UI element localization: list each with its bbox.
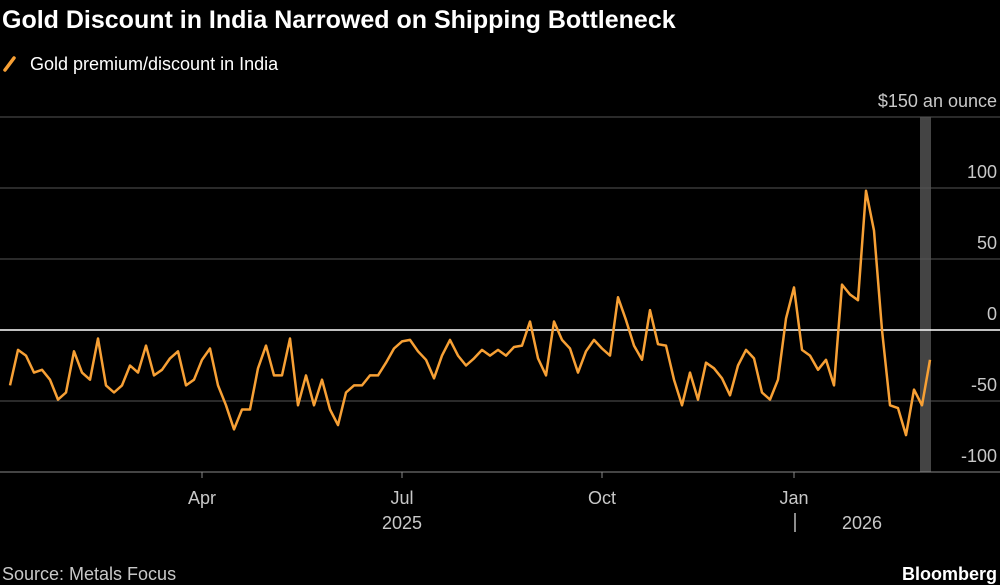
source: Source: Metals Focus: [2, 564, 176, 584]
y-tick-label: 0: [987, 304, 997, 324]
x-tick-label: Oct: [588, 488, 616, 508]
x-tick-label: Jan: [779, 488, 808, 508]
chart-title: Gold Discount in India Narrowed on Shipp…: [2, 6, 676, 34]
brand: Bloomberg: [902, 564, 997, 584]
year-label: 2025: [382, 513, 422, 533]
legend-swatch: [3, 56, 16, 72]
y-tick-label: -100: [961, 446, 997, 466]
legend-label: Gold premium/discount in India: [30, 54, 279, 74]
y-tick-label: $150 an ounce: [878, 91, 997, 111]
y-tick-label: 100: [967, 162, 997, 182]
x-tick-label: Apr: [188, 488, 216, 508]
highlight-band: [920, 117, 931, 472]
x-tick-label: Jul: [390, 488, 413, 508]
series-line: [8, 189, 932, 437]
y-tick-label: -50: [971, 375, 997, 395]
year-label: 2026: [842, 513, 882, 533]
y-tick-label: 50: [977, 233, 997, 253]
